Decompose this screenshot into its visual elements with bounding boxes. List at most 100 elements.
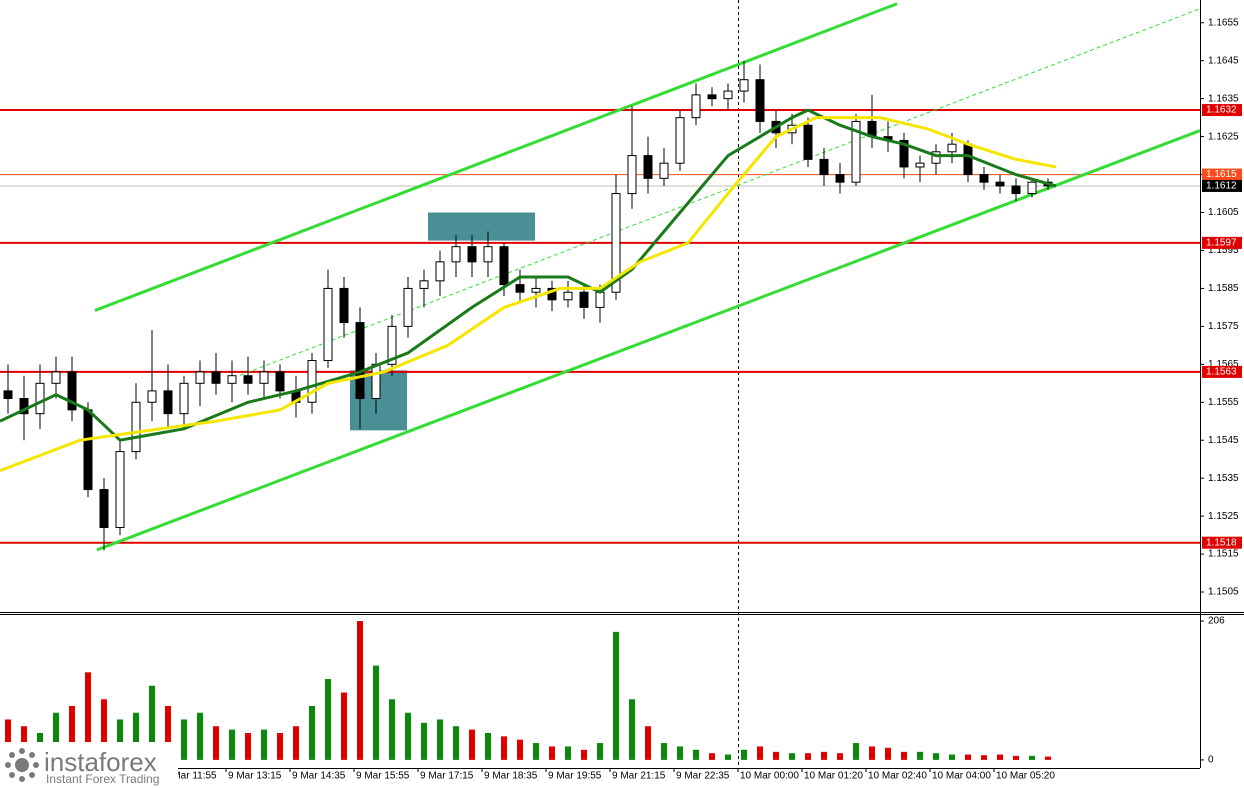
volume-bar xyxy=(101,699,107,760)
candle-body xyxy=(643,155,653,179)
volume-bar xyxy=(5,719,11,760)
y-tick-label: 1.1645 xyxy=(1208,55,1239,66)
candle-body xyxy=(483,246,493,263)
y-tick-label: 1.1625 xyxy=(1208,131,1239,142)
candle-body xyxy=(563,291,573,301)
y-tick-label: 1.1515 xyxy=(1208,549,1239,560)
y-tick-label: 1.1535 xyxy=(1208,473,1239,484)
volume-bar xyxy=(117,719,123,760)
price-level-label: 1.1563 xyxy=(1206,367,1237,378)
x-tick-label: 9 Mar 21:15 xyxy=(612,771,666,782)
volume-bar xyxy=(901,751,907,760)
volume-bar xyxy=(437,719,443,760)
volume-bar xyxy=(757,746,763,760)
candle-body xyxy=(979,174,989,183)
candle-body xyxy=(675,117,685,164)
x-tick-label: 10 Mar 00:00 xyxy=(740,771,799,782)
candle-body xyxy=(147,390,157,403)
y-tick-label: 1.1655 xyxy=(1208,17,1239,28)
moving-average xyxy=(0,116,1057,473)
volume-bar xyxy=(549,746,555,760)
volume-bar xyxy=(85,672,91,760)
candle-body xyxy=(1011,185,1021,195)
x-tick-label: 9 Mar 18:35 xyxy=(484,771,538,782)
price-level-label: 1.1612 xyxy=(1206,181,1237,192)
candle-body xyxy=(323,287,333,362)
volume-bar xyxy=(389,699,395,760)
price-level-label: 1.1632 xyxy=(1206,105,1237,116)
candle-body xyxy=(467,246,477,263)
candle-body xyxy=(963,143,973,176)
signal-zone xyxy=(428,212,536,241)
volume-bar xyxy=(213,726,219,760)
volume-bar xyxy=(773,751,779,760)
y-tick-label: 1.1505 xyxy=(1208,587,1239,598)
trend-channel xyxy=(239,8,1201,376)
y-tick-label: 1.1565 xyxy=(1208,359,1239,370)
price-level-label: 1.1597 xyxy=(1206,238,1237,249)
candle-body xyxy=(947,143,957,153)
candle-body xyxy=(819,158,829,176)
candle-body xyxy=(179,382,189,415)
candle-body xyxy=(67,371,77,411)
x-tick-label: 9 Mar 14:35 xyxy=(292,771,346,782)
volume-bar xyxy=(181,719,187,760)
candle-body xyxy=(995,181,1005,187)
volume-bar xyxy=(69,705,75,760)
volume-bar xyxy=(293,726,299,760)
volume-bar xyxy=(501,736,507,760)
candle-body xyxy=(659,162,669,179)
volume-bar xyxy=(1013,755,1019,760)
candle-body xyxy=(803,124,813,160)
volume-bar xyxy=(805,753,811,760)
volume-bar xyxy=(421,722,427,760)
volume-bar xyxy=(197,712,203,760)
volume-bar xyxy=(325,679,331,760)
candle-body xyxy=(515,284,525,293)
volume-bar xyxy=(261,729,267,760)
candle-body xyxy=(435,261,445,282)
y-tick-label: 1.1545 xyxy=(1208,435,1239,446)
volume-bar xyxy=(277,732,283,760)
candle-body xyxy=(83,409,93,491)
volume-bar xyxy=(965,754,971,760)
candle-body xyxy=(627,155,637,195)
y-tick-label: 1.1585 xyxy=(1208,283,1239,294)
volume-bar xyxy=(693,749,699,760)
volume-bar xyxy=(485,732,491,760)
volume-bar xyxy=(709,753,715,760)
x-tick-label: 9 Mar 15:55 xyxy=(356,771,410,782)
price-level-tag xyxy=(1202,168,1242,181)
x-tick-label: 10 Mar 05:20 xyxy=(996,771,1055,782)
logo-tagline: Instant Forex Trading xyxy=(46,772,159,786)
volume-bar xyxy=(917,751,923,760)
volume-bar xyxy=(581,749,587,760)
candle-body xyxy=(243,375,253,384)
volume-bar xyxy=(933,753,939,760)
volume-bar xyxy=(645,726,651,760)
volume-bar xyxy=(245,732,251,760)
volume-bar xyxy=(725,754,731,760)
volume-bar xyxy=(629,699,635,760)
candle-body xyxy=(99,489,109,529)
candle-body xyxy=(691,94,701,119)
volume-bar xyxy=(597,743,603,760)
x-tick-label: 9 Mar 17:15 xyxy=(420,771,474,782)
candle-body xyxy=(35,382,45,415)
y-tick-label: 1.1595 xyxy=(1208,245,1239,256)
candle-body xyxy=(339,287,349,324)
volume-bar xyxy=(789,753,795,760)
candle-body xyxy=(915,162,925,168)
candle-body xyxy=(355,322,365,399)
volume-bar xyxy=(949,754,955,760)
y-tick-label: 1.1635 xyxy=(1208,93,1239,104)
volume-bar xyxy=(149,685,155,760)
y-tick-label: 1.1605 xyxy=(1208,207,1239,218)
volume-bar xyxy=(885,747,891,760)
candle-body xyxy=(259,371,269,384)
x-tick-label: 10 Mar 01:20 xyxy=(804,771,863,782)
candle-body xyxy=(307,360,317,403)
volume-bar xyxy=(565,746,571,760)
candle-body xyxy=(403,287,413,327)
